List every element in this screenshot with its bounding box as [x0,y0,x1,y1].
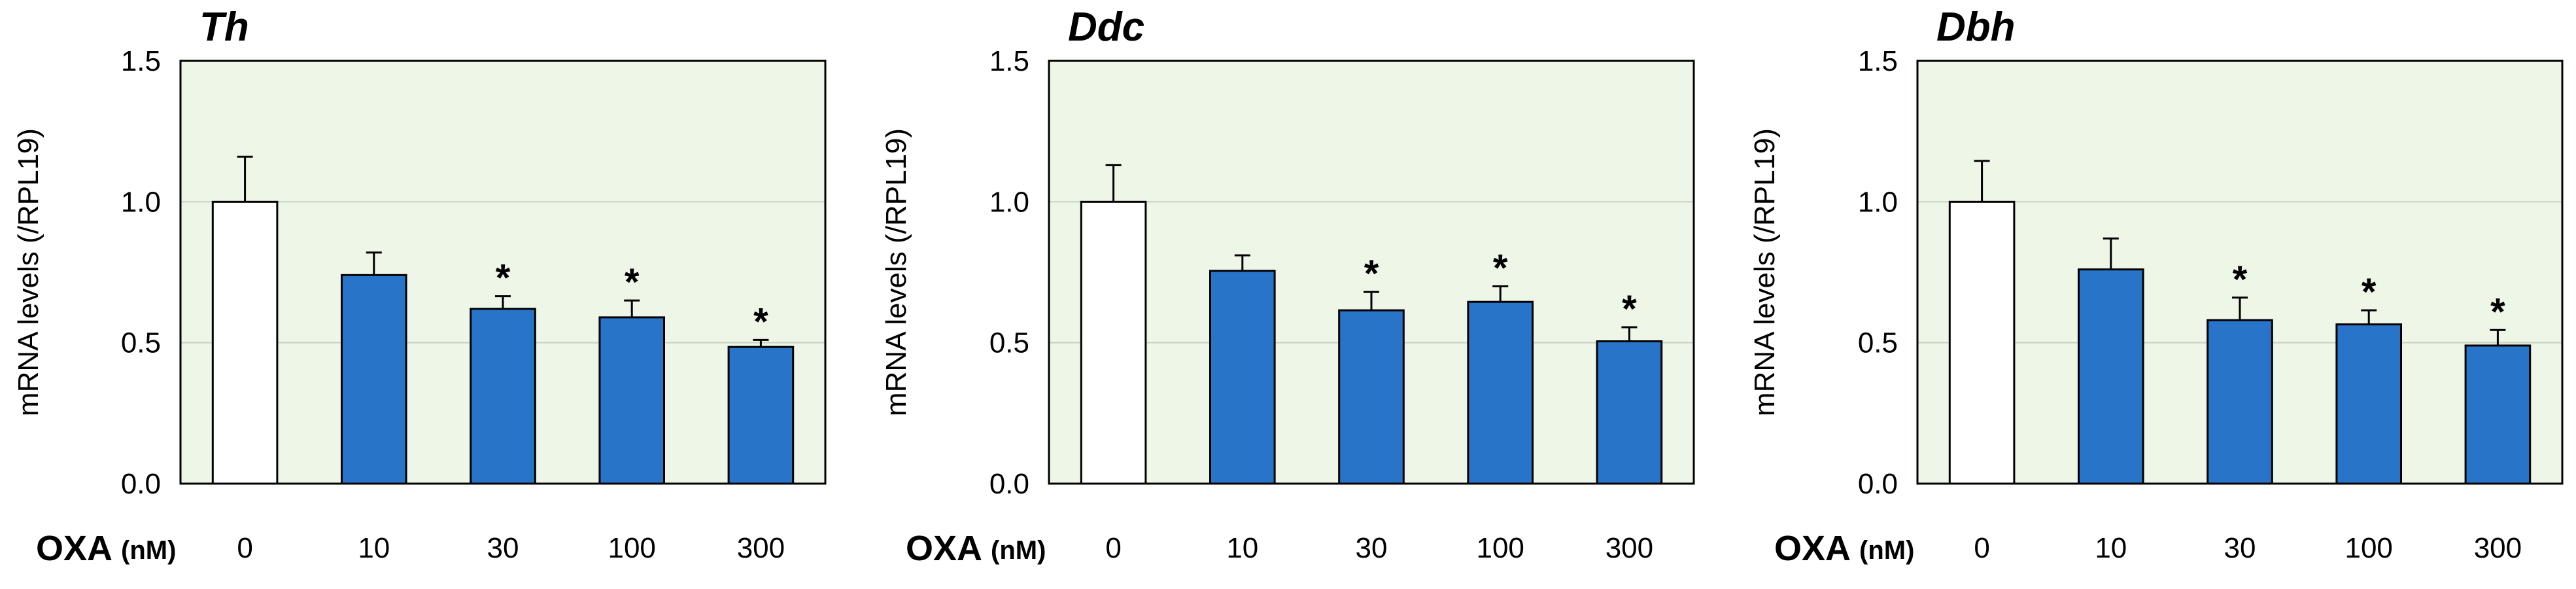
x-axis-title: OXA [36,529,112,568]
y-tick-label: 0.0 [1858,468,1898,500]
x-axis-title: OXA [906,529,982,568]
significance-marker: * [753,300,768,343]
y-tick-label: 0.5 [989,327,1029,359]
x-tick-label: 30 [1356,532,1388,564]
bar-10 [341,274,407,485]
significance-marker: * [1364,253,1379,295]
panel-title: Ddc [1068,5,1144,50]
bar-10 [1209,270,1276,485]
y-tick-label: 1.0 [121,186,161,218]
y-tick-label: 0.5 [121,327,161,359]
x-axis-unit: (nM) [121,536,176,565]
chart-panel-th: 0.0 0.5 1.0 1.5 0 10 * 30 * 100 * 300 Th mRNA levels … [12,5,827,568]
chart-panel-ddc: 0.0 0.5 1.0 1.5 0 10 * 30 * 100 * 300 Ddc mRNA levels… [880,5,1695,568]
y-tick-label: 1.5 [1858,45,1898,77]
x-axis-unit: (nM) [991,536,1046,565]
x-tick-label: 300 [737,532,785,564]
x-tick-label: 0 [237,532,252,564]
significance-marker: * [625,261,640,304]
x-tick-label: 100 [1476,532,1524,564]
bar-300 [1596,340,1663,485]
y-tick-label: 1.5 [989,45,1029,77]
x-tick-label: 300 [2474,532,2522,564]
y-axis-label: mRNA levels (/RPL19) [12,128,44,416]
x-axis-title: OXA [1774,529,1851,568]
significance-marker: * [2361,271,2377,313]
bar-30 [470,308,536,485]
y-tick-label: 1.0 [989,186,1029,218]
bar-0 [1948,200,2016,485]
x-tick-label: 10 [1226,532,1258,564]
y-tick-label: 0.0 [121,468,161,500]
x-tick-label: 300 [1606,532,1653,564]
bar-100 [598,316,666,485]
x-tick-label: 10 [2095,532,2127,564]
bar-0 [1080,200,1147,485]
significance-marker: * [496,257,511,300]
panel-title: Dbh [1936,5,2016,50]
bar-300 [727,346,795,485]
bar-10 [2078,268,2144,485]
panel-title: Th [199,5,249,50]
x-axis-unit: (nM) [1859,536,1914,565]
significance-marker: * [1493,247,1508,290]
bar-100 [2335,323,2402,485]
y-axis-label: mRNA levels (/RPL19) [1749,128,1781,416]
significance-marker: * [1622,288,1637,330]
y-tick-label: 1.5 [121,45,161,77]
bar-300 [2464,344,2532,485]
x-tick-label: 10 [358,532,390,564]
bar-0 [211,200,279,485]
y-axis-label: mRNA levels (/RPL19) [880,128,912,416]
y-tick-label: 1.0 [1858,186,1898,218]
x-tick-label: 0 [1974,532,1989,564]
bar-30 [2207,319,2273,485]
bar-100 [1467,300,1534,485]
plot-border [179,60,827,485]
plot-border [1916,60,2564,485]
significance-marker: * [2233,259,2248,301]
bar-30 [1338,309,1405,485]
x-tick-label: 100 [608,532,655,564]
chart-panel-dbh: 0.0 0.5 1.0 1.5 0 10 * 30 * 100 * 300 Dbh mRNA levels… [1749,5,2564,568]
x-tick-label: 100 [2344,532,2392,564]
x-tick-label: 0 [1105,532,1121,564]
plot-border [1048,60,1695,485]
y-tick-label: 0.0 [989,468,1029,500]
significance-marker: * [2490,291,2505,333]
y-tick-label: 0.5 [1858,327,1898,359]
x-tick-label: 30 [487,532,519,564]
x-tick-label: 30 [2224,532,2256,564]
